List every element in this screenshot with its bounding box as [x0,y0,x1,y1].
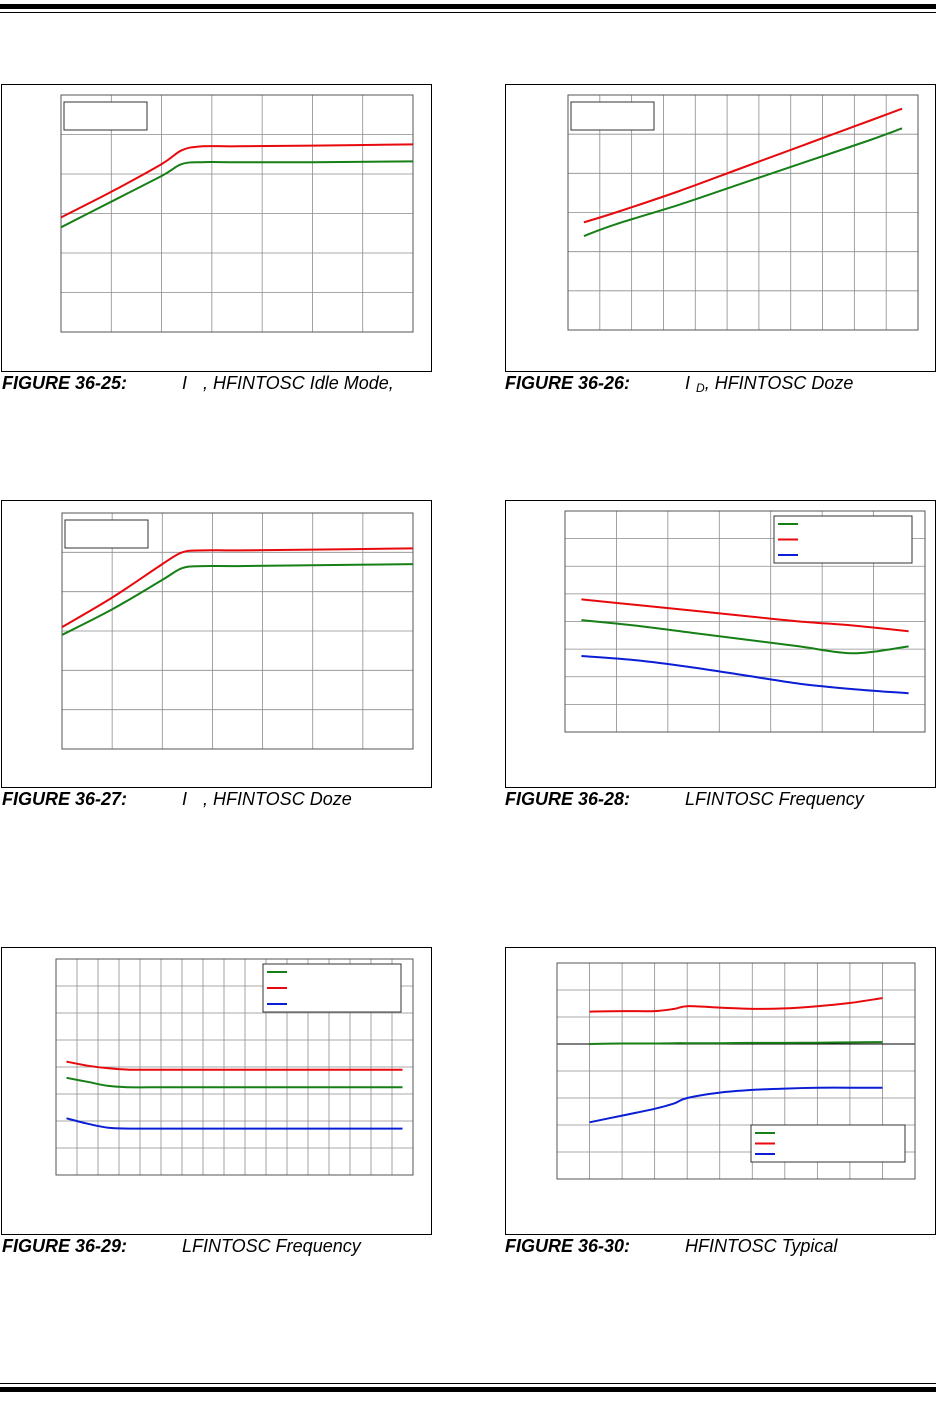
figure-36-26 [505,84,936,372]
plot-area [60,94,414,333]
plot-area [55,958,414,1176]
caption-text: LFINTOSC Frequency [685,789,864,809]
figure-number: FIGURE 36-25: [2,373,128,393]
caption-36-25: FIGURE 36-25: I , HFINTOSC Idle Mode, [2,373,394,395]
series-line-blue [581,655,909,695]
figure-36-27 [1,500,432,788]
top-rule-thin [0,12,936,13]
series-line-red [581,598,909,633]
figure-36-28 [505,500,936,788]
caption-text: , HFINTOSC Doze [203,789,352,809]
legend-box [570,101,655,131]
series-line-blue [589,1086,883,1124]
figure-number: FIGURE 36-27: [2,789,128,809]
chart-36-26 [567,94,919,331]
series-line-blue [66,1117,403,1130]
series-line-green [60,160,414,229]
caption-36-29: FIGURE 36-29: LFINTOSC Frequency [2,1236,361,1257]
top-rule [0,4,936,9]
caption-symbol: I [685,373,691,393]
caption-text: LFINTOSC Frequency [182,1236,361,1256]
caption-subscript: D [696,381,705,395]
plot-area [564,510,926,733]
caption-36-28: FIGURE 36-28: LFINTOSC Frequency [505,789,864,810]
series-line-green [581,619,909,655]
chart-36-29 [55,958,414,1176]
legend-box [63,101,148,131]
caption-text: , HFINTOSC Doze [704,373,854,393]
chart-36-25 [60,94,414,333]
figure-number: FIGURE 36-29: [2,1236,128,1256]
plot-area [567,94,919,331]
figure-36-29 [1,947,432,1235]
caption-36-27: FIGURE 36-27: I , HFINTOSC Doze [2,789,352,811]
series-line-green [61,563,414,636]
chart-36-30 [556,962,916,1180]
bottom-rule-thin [0,1383,936,1384]
series-line-red [583,107,903,224]
caption-36-26: FIGURE 36-26: I D, HFINTOSC Doze [505,373,853,395]
figure-36-30 [505,947,936,1235]
figure-36-25 [1,84,432,372]
caption-symbol: I [182,373,188,393]
series-line-green [66,1076,403,1089]
series-line-red [60,143,414,219]
grid [568,95,918,330]
legend [773,515,913,564]
grid [565,511,925,732]
series-line-red [589,997,883,1013]
series-line-red [61,547,414,628]
legend [64,519,149,549]
chart-36-27 [61,512,414,750]
legend [570,101,655,131]
series-line-green [589,1041,883,1045]
chart-36-28 [564,510,926,733]
legend [750,1124,906,1163]
series-line-green [583,127,903,237]
caption-text: HFINTOSC Typical [685,1236,838,1256]
figure-number: FIGURE 36-30: [505,1236,631,1256]
caption-36-30: FIGURE 36-30: HFINTOSC Typical [505,1236,837,1257]
figure-number: FIGURE 36-26: [505,373,631,393]
caption-text: , HFINTOSC Idle Mode, [203,373,394,393]
legend-box [64,519,149,549]
legend-box [750,1124,906,1163]
legend [262,963,402,1013]
plot-area [61,512,414,750]
grid [61,95,413,332]
bottom-rule [0,1387,936,1392]
figure-number: FIGURE 36-28: [505,789,631,809]
caption-symbol: I [182,789,188,809]
plot-area [556,962,916,1180]
legend [63,101,148,131]
series-line-red [66,1060,403,1071]
